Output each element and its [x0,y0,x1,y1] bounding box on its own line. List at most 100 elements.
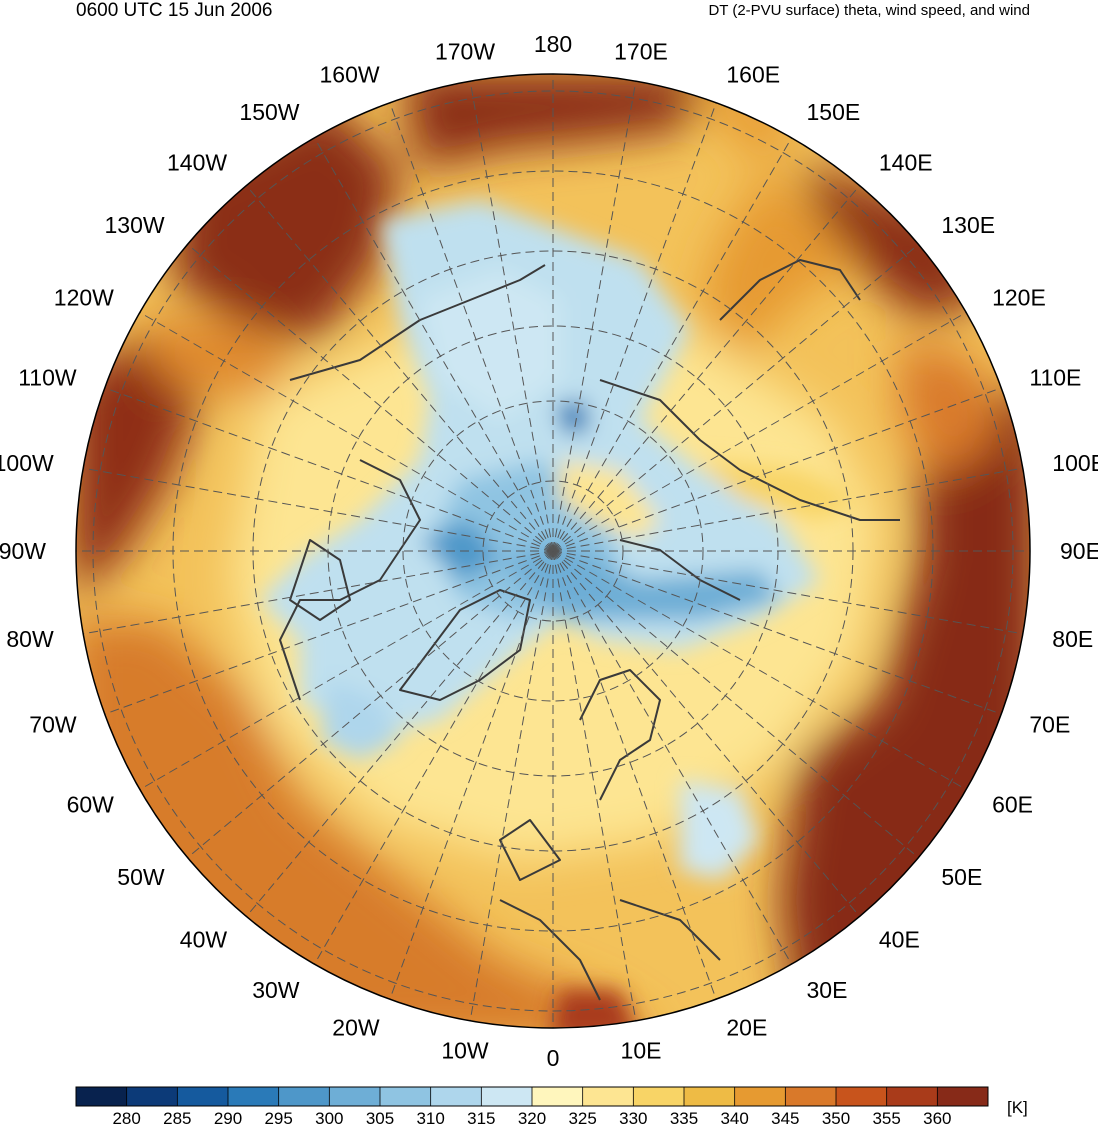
longitude-label: 120W [54,285,114,311]
meridian-line [552,550,860,917]
longitude-label: 10W [441,1037,489,1063]
meridian-line [552,467,1023,552]
colorbar-swatch [734,1087,786,1106]
longitude-label: 140W [167,150,227,176]
colorbar-swatch [785,1087,837,1106]
longitude-label: 110W [18,365,77,391]
meridian-line [246,550,554,917]
meridian-line [552,185,860,552]
colorbar-tick-label: 355 [872,1109,900,1126]
colorbar-swatch [430,1087,482,1106]
kamchatka-coast [719,259,861,321]
colorbar-swatch [582,1087,634,1106]
europe-coast [499,819,721,1001]
longitude-label: 40W [180,926,228,952]
longitude-label: 180 [534,31,572,57]
meridian-line [469,81,554,552]
coastlines [279,259,900,1001]
longitude-label: 70E [1029,711,1070,737]
colorbar-swatch [481,1087,533,1106]
latitude-circle [482,480,624,622]
meridian-line [552,550,717,1000]
longitude-label: 160E [726,62,780,88]
meridian-line [552,244,919,552]
colorbar-swatch [329,1087,381,1106]
longitude-label: 10E [621,1037,662,1063]
longitude-label: 60W [67,792,115,818]
meridian-line [314,137,554,552]
longitude-label: 170W [435,39,495,65]
colorbar-tick-label: 350 [822,1109,850,1126]
latitude-circle [172,170,934,932]
product-title: DT (2-PVU surface) theta, wind speed, an… [708,2,1030,19]
meridian-line [552,81,637,552]
colorbar-tick-label: 310 [416,1109,444,1126]
valid-time-label: 0600 UTC 15 Jun 2006 [76,0,273,21]
longitude-label: 100W [0,450,54,476]
colorbar-swatch [76,1087,128,1106]
longitude-label: 0 [547,1045,560,1071]
longitude-label: 150E [807,99,861,125]
longitude-label: 50E [941,864,982,890]
latitude-circle [92,90,1014,1012]
latitude-circle [402,400,704,702]
meridian-line [552,550,967,790]
colorbar-swatch [532,1087,584,1106]
longitude-label: 20W [332,1014,380,1040]
meridian-line [314,550,554,965]
longitude-label: 170E [614,39,668,65]
colorbar-tick-label: 300 [315,1109,343,1126]
longitude-label: 80E [1052,626,1093,652]
longitude-label: 60E [992,792,1033,818]
colorbar-swatch [380,1087,432,1106]
colorbar-tick-label: 285 [163,1109,191,1126]
longitude-label: 100E [1052,450,1098,476]
longitude-label: 110E [1029,365,1081,391]
longitude-labels: 180 170E 160E 150E 140E 130E 120E 110E 100E 90E 80… [0,31,1098,1071]
colorbar-swatch [684,1087,736,1106]
map-boundary [75,73,1031,1029]
graticule [76,74,1030,1028]
colorbar-swatch [937,1087,989,1106]
meridian-line [552,312,967,552]
meridian-line [552,137,792,552]
meridian-line [552,550,637,1021]
hudson-bay-coast [289,539,351,621]
meridian-line [83,467,554,552]
north-america-coast [279,264,546,701]
longitude-label: 80W [6,626,54,652]
meridian-line [552,550,1002,715]
colorbar-tick-label: 325 [568,1109,596,1126]
greenland-coast [399,589,531,701]
meridian-line [83,550,554,635]
colorbar-tick-label: 335 [670,1109,698,1126]
colorbar-swatch [278,1087,330,1106]
colorbar-swatch [633,1087,685,1106]
colorbar-tick-label: 345 [771,1109,799,1126]
longitude-label: 90E [1060,538,1098,564]
longitude-label: 160W [320,62,380,88]
colorbar-tick-label: 320 [518,1109,546,1126]
latitude-circle [327,325,779,777]
longitude-label: 20E [726,1014,767,1040]
meridian-line [139,550,554,790]
longitude-label: 130E [941,212,995,238]
colorbar-swatch [836,1087,888,1106]
longitude-label: 30E [807,977,848,1003]
longitude-label: 50W [117,864,165,890]
meridian-line [246,185,554,552]
meridian-line [552,550,792,965]
colorbar-tick-label: 295 [264,1109,292,1126]
colorbar-unit: [K] [1007,1098,1028,1117]
latitude-circle [252,250,854,852]
meridian-line [104,387,554,552]
colorbar-swatch [228,1087,280,1106]
longitude-label: 150W [239,99,299,125]
meridian-line [187,550,554,858]
colorbar-tick-label: 340 [720,1109,748,1126]
siberia-coast [599,379,900,601]
longitude-label: 40E [879,926,920,952]
longitude-label: 120E [992,285,1046,311]
colorbar-swatch [886,1087,938,1106]
